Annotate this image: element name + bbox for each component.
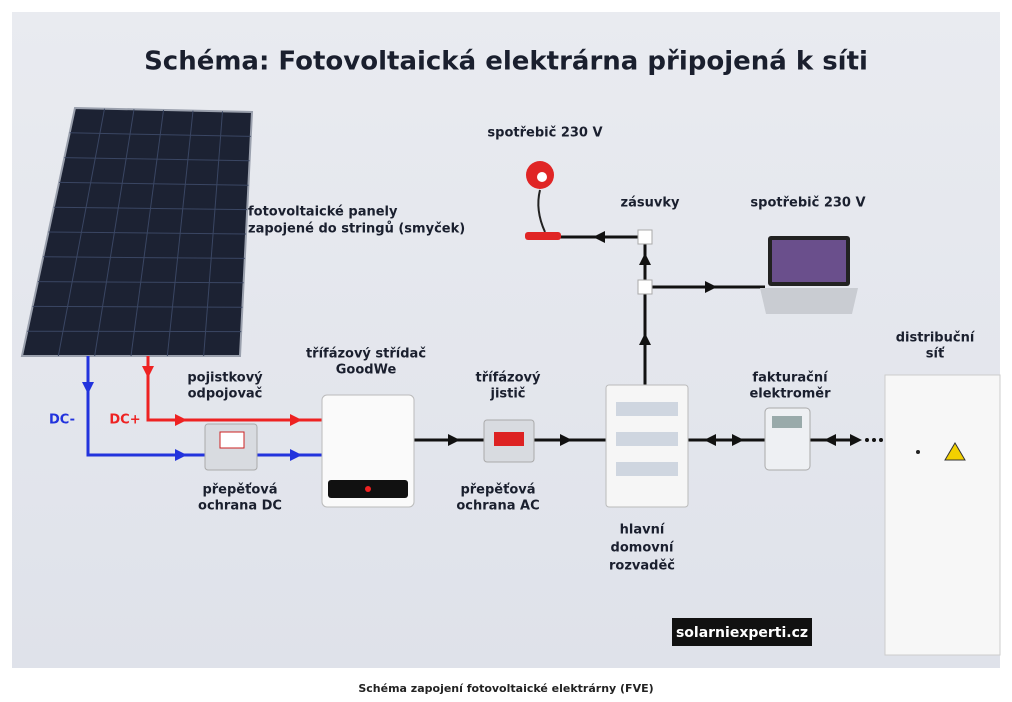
fuse-label: pojistkový	[187, 371, 263, 386]
breaker-label: jistič	[489, 387, 525, 402]
laptop	[760, 236, 858, 314]
distribution-board	[606, 385, 688, 507]
board-label: domovní	[611, 541, 675, 556]
surge-dc-label: ochrana DC	[198, 499, 282, 514]
panels-label: zapojené do stringů (smyček)	[248, 222, 465, 237]
sockets-label: zásuvky	[621, 196, 680, 211]
laptop-label: spotřebič 230 V	[750, 196, 865, 211]
lamp-label: spotřebič 230 V	[487, 126, 602, 141]
board-label: rozvaděč	[609, 559, 675, 574]
breaker	[484, 420, 534, 462]
watermark: solarniexperti.cz	[676, 625, 808, 641]
surge-ac-label: přepěťová	[460, 483, 535, 498]
dc-plus-label: DC+	[109, 413, 140, 428]
grid-label: distribuční	[896, 331, 976, 346]
inverter-label: třífázový střídač	[306, 347, 426, 362]
grid-cabinet	[885, 375, 1000, 655]
fuse-label: odpojovač	[188, 387, 263, 402]
meter-label: elektroměr	[749, 387, 831, 402]
caption: Schéma zapojení fotovoltaické elektrárny…	[358, 682, 653, 695]
meter	[765, 408, 810, 470]
panels-label: fotovoltaické panely	[248, 205, 398, 220]
surge-ac-label: ochrana AC	[456, 499, 539, 514]
inverter-label: GoodWe	[336, 363, 397, 378]
title: Schéma: Fotovoltaická elektrárna připoje…	[144, 47, 868, 77]
inverter	[322, 395, 414, 507]
grid-label: síť	[926, 347, 945, 362]
board-label: hlavní	[620, 523, 666, 538]
surge-dc-label: přepěťová	[202, 483, 277, 498]
meter-label: fakturační	[752, 371, 829, 386]
breaker-label: třífázový	[476, 371, 541, 386]
dc-minus-label: DC-	[49, 413, 75, 428]
fuse-box	[205, 424, 257, 470]
